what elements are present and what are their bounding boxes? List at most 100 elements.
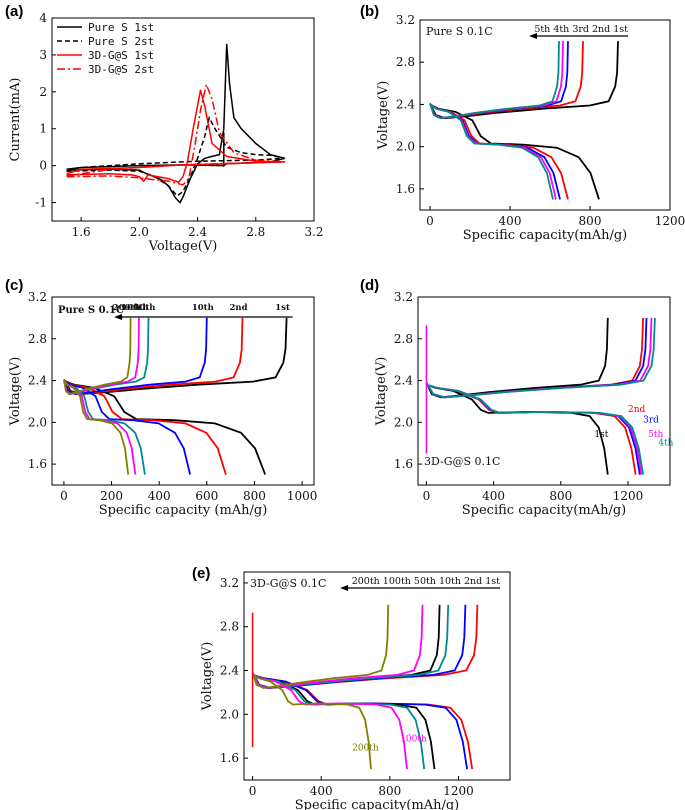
y-tick-label: -1 [35, 196, 47, 210]
discharge-curve [252, 674, 372, 770]
series-line [66, 115, 286, 197]
legend-label: 3D-G@S 1st [88, 49, 154, 62]
y-tick-label: 1.6 [28, 457, 47, 471]
panel-label: (b) [360, 3, 379, 20]
charge-curve [425, 317, 656, 399]
discharge-curve [252, 674, 468, 770]
series-line [66, 89, 285, 184]
cycle-annotation: 4th [658, 438, 673, 448]
y-tick-label: 2.0 [28, 415, 47, 429]
cycle-label: 10th [192, 303, 214, 313]
y-tick-label: 2 [39, 85, 47, 99]
panel-label: (a) [5, 3, 23, 20]
panel-title: Pure S 0.1C [426, 25, 493, 38]
charge-curve [63, 317, 132, 396]
y-tick-label: 1.6 [394, 457, 413, 471]
y-tick-label: 1.6 [396, 182, 415, 196]
x-axis-label: Specific capacity(mAh/g) [295, 798, 460, 810]
x-tick-label: 1200 [613, 489, 644, 503]
x-tick-label: 800 [549, 489, 572, 503]
discharge-curve [252, 674, 474, 770]
x-tick-label: 0 [249, 784, 257, 798]
charge-curve [425, 317, 609, 399]
charge-curve [63, 317, 244, 396]
cycle-header: 200th 100th 50th 10th 2nd 1st [352, 576, 500, 587]
panel-label: (e) [192, 565, 210, 582]
discharge-curve [63, 379, 227, 475]
y-tick-label: 2.4 [28, 374, 47, 388]
discharge-curve [429, 103, 554, 200]
series-line [66, 81, 285, 186]
panel-e: 0 400 800 1200 1.6 2.0 2.4 2.8 3.2 Specific capac… [192, 565, 511, 810]
series-group [429, 41, 619, 200]
x-tick-label: 1.6 [72, 225, 91, 239]
x-tick-label: 800 [243, 489, 266, 503]
series-group [425, 317, 656, 475]
y-axis-label: Current(mA) [8, 78, 23, 162]
x-tick-label: 2.8 [246, 225, 265, 239]
y-axis-label: Voltage(V) [376, 81, 391, 151]
discharge-curve [252, 674, 426, 770]
charge-curve [63, 317, 208, 396]
cycle-annotation: 1st [594, 430, 608, 440]
y-tick-label: 4 [39, 11, 47, 25]
cycle-annotation: 3rd [643, 415, 659, 425]
y-tick-label: 2.4 [394, 374, 413, 388]
panel-a: 1.6 2.0 2.4 2.8 3.2 -1 0 1 2 3 4 Voltage(V) Current(… [5, 3, 324, 254]
x-axis-label: Specific capacity (mAh/g) [99, 503, 268, 518]
x-tick-label: 1200 [443, 784, 474, 798]
discharge-curve [429, 103, 569, 200]
discharge-curve [63, 380, 130, 475]
x-tick-label: 800 [579, 214, 602, 228]
y-tick-label: 3.2 [28, 290, 47, 304]
y-tick-label: 2.4 [396, 97, 415, 111]
y-tick-label: 2.8 [396, 55, 415, 69]
legend-label: Pure S 1st [88, 21, 154, 34]
x-tick-label: 400 [482, 489, 505, 503]
plot-frame [417, 296, 671, 486]
y-axis-label: Voltage(V) [8, 357, 23, 427]
x-tick-label: 200 [100, 489, 123, 503]
y-tick-label: 3.2 [220, 576, 239, 590]
panel-label: (c) [5, 277, 23, 294]
y-tick-label: 2.8 [28, 332, 47, 346]
y-tick-label: 0 [39, 159, 47, 173]
y-tick-label: 1 [39, 122, 47, 136]
y-tick-label: 2.8 [220, 620, 239, 634]
x-tick-label: 400 [310, 784, 333, 798]
cycle-arrowhead [114, 314, 122, 320]
y-tick-label: 2.8 [394, 332, 413, 346]
plot-frame [243, 571, 511, 781]
discharge-curve [63, 379, 191, 475]
plot-frame [51, 296, 315, 486]
y-tick-label: 3.2 [394, 290, 413, 304]
x-tick-label: 400 [499, 214, 522, 228]
x-tick-label: 1000 [287, 489, 318, 503]
x-tick-label: 0 [60, 489, 68, 503]
charge-curve [251, 604, 390, 689]
cycle-label: 2nd [230, 303, 248, 313]
y-tick-label: 2.0 [396, 140, 415, 154]
cycle-annotation: 5th [648, 430, 663, 440]
cycle-annotation: 100th [400, 735, 427, 745]
discharge-curve [429, 103, 600, 200]
plot-frame [51, 17, 315, 222]
charge-curve [429, 41, 560, 120]
series-group [63, 317, 288, 475]
panel-d: 0 400 800 1200 1.6 2.0 2.4 2.8 3.2 Specific capac… [360, 277, 674, 518]
x-tick-label: 1200 [655, 214, 685, 228]
cycle-label: 1st [275, 303, 290, 313]
x-tick-label: 2.4 [188, 225, 207, 239]
x-tick-label: 0 [423, 489, 431, 503]
y-tick-label: 2.4 [220, 664, 239, 678]
y-tick-label: 3.2 [396, 13, 415, 27]
x-tick-label: 400 [148, 489, 171, 503]
y-tick-label: 2.0 [394, 415, 413, 429]
cycle-annotation: 2nd [628, 405, 646, 415]
x-tick-label: 0 [426, 214, 434, 228]
panel-label: (d) [360, 277, 379, 294]
cycle-label: 200th [113, 303, 141, 313]
charge-curve [63, 317, 150, 396]
x-axis-label: Specific capacity(mAh/g) [462, 503, 627, 518]
